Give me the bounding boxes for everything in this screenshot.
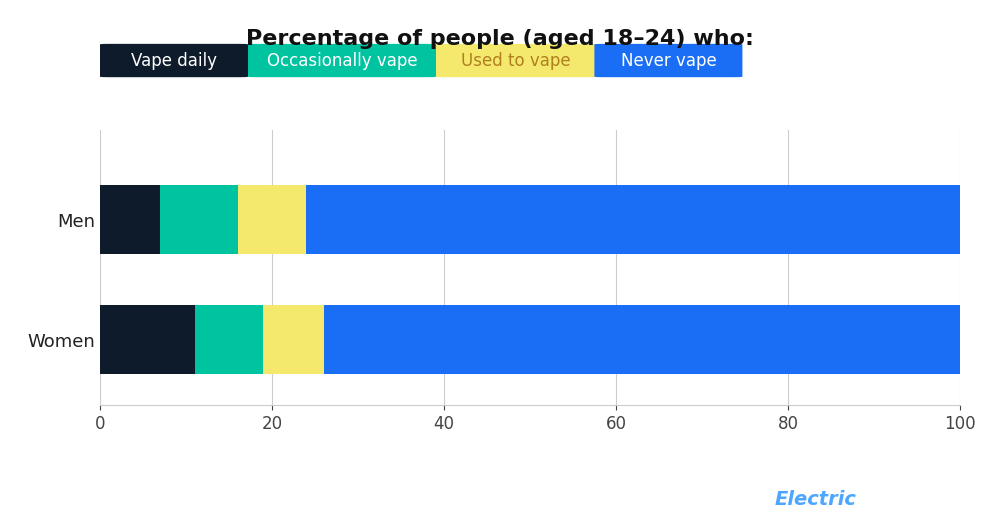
Text: TOBACCONIST: TOBACCONIST [855, 491, 999, 508]
FancyBboxPatch shape [594, 44, 742, 77]
Bar [195, 305, 263, 374]
Text: Electric: Electric [775, 490, 857, 509]
Text: Vape daily: Vape daily [131, 51, 217, 69]
Text: Occasionally vape: Occasionally vape [267, 51, 417, 69]
FancyBboxPatch shape [248, 44, 436, 77]
Text: Source: ONS: Source: ONS [20, 492, 116, 507]
FancyBboxPatch shape [100, 44, 248, 77]
Bar [160, 185, 238, 254]
FancyBboxPatch shape [436, 44, 596, 77]
Bar [263, 305, 324, 374]
Text: Never vape: Never vape [621, 51, 716, 69]
Text: Used to vape: Used to vape [461, 51, 571, 69]
Bar [324, 305, 960, 374]
Bar [100, 185, 160, 254]
Bar [306, 185, 960, 254]
Bar [100, 305, 195, 374]
Bar [238, 185, 306, 254]
Text: Percentage of people (aged 18–24) who:: Percentage of people (aged 18–24) who: [246, 29, 754, 49]
